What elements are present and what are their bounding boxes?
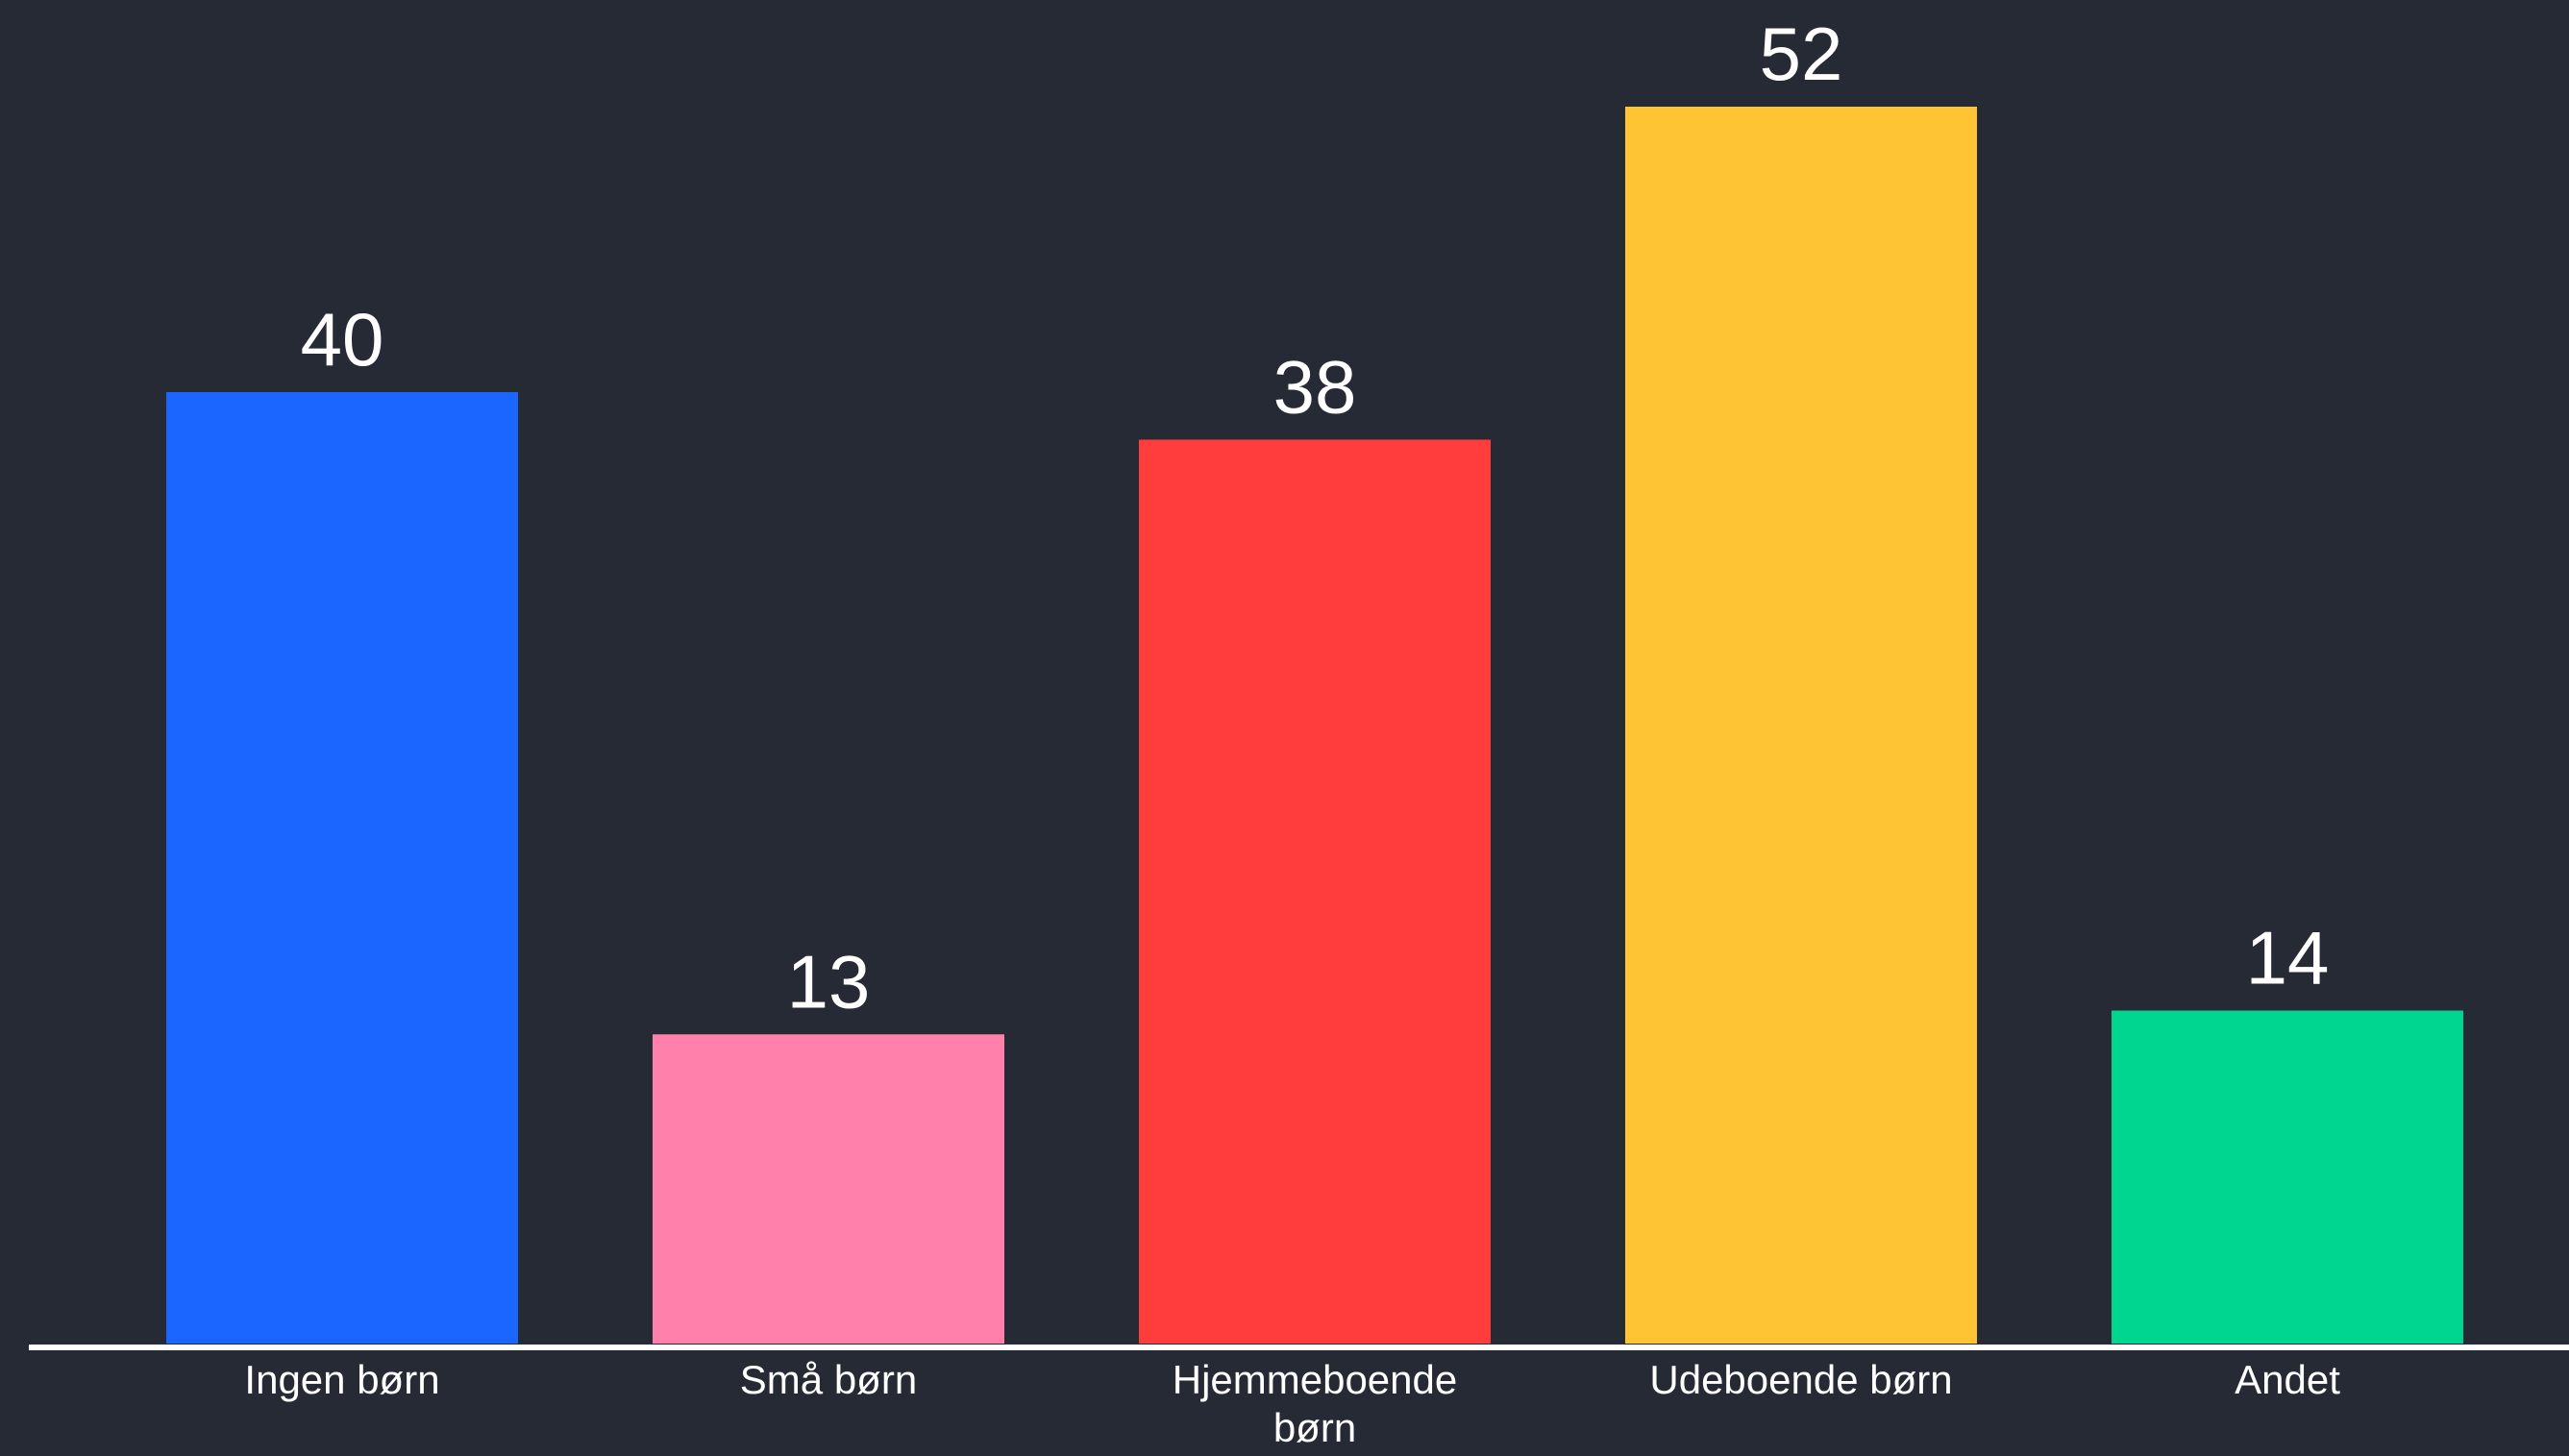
category-labels-group: Ingen børn Små børn Hjemmeboende børn Udeboe… <box>244 1357 2340 1450</box>
category-label-3: Udeboende børn <box>1649 1357 1952 1402</box>
bar-value-label-2: 38 <box>1273 345 1357 430</box>
bars-group <box>166 107 2463 1344</box>
bar-4 <box>2112 1010 2463 1344</box>
bar-value-label-4: 14 <box>2246 916 2330 1000</box>
category-label-line: Udeboende børn <box>1649 1357 1952 1402</box>
bar-value-label-1: 13 <box>787 939 871 1024</box>
bar-0 <box>166 392 518 1344</box>
category-label-1: Små børn <box>740 1357 917 1402</box>
value-labels-group: 40 13 38 52 14 <box>301 12 2330 1024</box>
category-label-line: Andet <box>2235 1357 2340 1402</box>
bar-value-label-3: 52 <box>1760 12 1843 96</box>
category-label-line: børn <box>1273 1405 1356 1450</box>
category-label-0: Ingen børn <box>244 1357 439 1402</box>
category-label-line: Ingen børn <box>244 1357 439 1402</box>
bar-1 <box>653 1034 1004 1344</box>
category-label-2: Hjemmeboende børn <box>1173 1357 1458 1450</box>
bar-value-label-0: 40 <box>301 297 384 382</box>
category-label-line: Hjemmeboende <box>1173 1357 1458 1402</box>
bar-3 <box>1625 107 1977 1344</box>
category-label-line: Små børn <box>740 1357 917 1402</box>
category-label-4: Andet <box>2235 1357 2340 1402</box>
bar-2 <box>1139 439 1491 1344</box>
